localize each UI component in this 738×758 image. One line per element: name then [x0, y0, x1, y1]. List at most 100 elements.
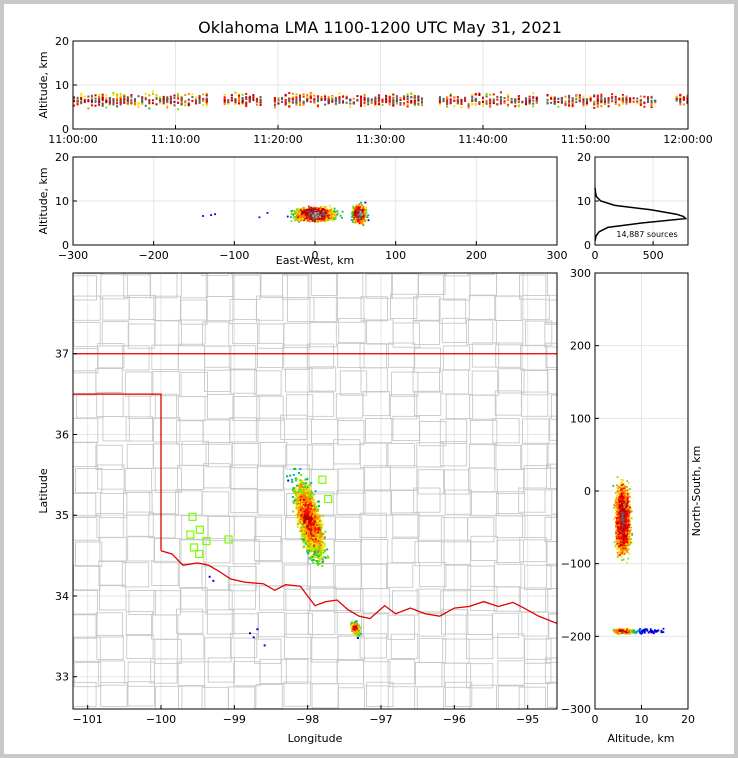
county-outline — [545, 637, 557, 663]
source-point — [306, 98, 309, 101]
source-point — [324, 99, 327, 102]
source-point — [319, 208, 322, 210]
source-point — [571, 97, 574, 100]
source-point — [326, 209, 328, 212]
source-point — [319, 211, 322, 214]
source-point — [116, 99, 119, 102]
source-point — [517, 98, 520, 101]
source-point — [300, 213, 303, 216]
x-tick-label: 0 — [312, 249, 319, 262]
source-point — [187, 98, 190, 101]
source-point — [532, 96, 535, 99]
source-point — [351, 216, 353, 218]
source-point — [449, 94, 452, 97]
source-point — [352, 211, 355, 214]
source-point — [557, 100, 560, 103]
time-height-panel: 11:00:00 11:10:00 11:20:00 11:30:00 11:40:00… — [37, 35, 713, 146]
source-point — [317, 500, 320, 503]
source-point — [266, 212, 269, 214]
source-point — [319, 210, 322, 212]
source-point — [489, 103, 492, 106]
source-point — [568, 96, 571, 99]
source-point — [301, 210, 304, 213]
source-point — [299, 214, 302, 217]
source-point — [499, 98, 502, 101]
source-point — [582, 100, 585, 103]
source-point — [349, 105, 352, 108]
county-outline — [337, 420, 365, 446]
source-point — [151, 99, 154, 102]
county-outline — [126, 443, 155, 469]
source-point — [313, 214, 316, 217]
source-point — [105, 97, 108, 100]
source-point — [319, 219, 322, 222]
source-point — [399, 101, 402, 104]
source-point — [532, 92, 535, 95]
county-outline — [181, 273, 209, 274]
county-outline — [75, 273, 104, 275]
source-point — [76, 98, 79, 101]
source-point — [306, 213, 308, 216]
source-point — [162, 98, 165, 101]
source-point — [478, 92, 481, 95]
source-point — [456, 103, 459, 106]
source-point — [621, 94, 624, 97]
source-point — [446, 97, 449, 100]
source-point — [327, 101, 330, 104]
source-point — [227, 99, 230, 102]
time-height-sources — [73, 90, 689, 111]
source-point — [308, 488, 311, 491]
source-point — [377, 96, 380, 99]
source-point — [293, 219, 296, 222]
y-tick-label: 0 — [584, 239, 591, 252]
source-point — [241, 98, 244, 101]
county-outline — [127, 323, 156, 349]
source-point — [417, 102, 420, 105]
source-point — [359, 216, 362, 219]
source-point — [298, 215, 301, 218]
source-point — [80, 96, 83, 99]
source-point — [560, 96, 563, 99]
source-point — [560, 101, 563, 104]
source-point — [296, 214, 299, 217]
source-point — [311, 559, 314, 562]
county-outline — [73, 492, 97, 519]
source-point — [177, 108, 180, 111]
source-point — [489, 98, 492, 101]
ew-altitude-ylabel: Altitude, km — [37, 167, 50, 234]
source-point — [187, 103, 190, 106]
source-point — [305, 219, 307, 222]
county-outline — [310, 273, 338, 275]
source-point — [362, 219, 365, 222]
source-point — [295, 218, 298, 220]
source-point — [87, 107, 90, 110]
source-point — [535, 98, 538, 101]
source-point — [315, 215, 318, 218]
source-point — [399, 99, 402, 102]
x-tick-label: 12:00:00 — [663, 133, 712, 146]
source-point — [101, 93, 104, 96]
source-point — [87, 100, 90, 103]
source-point — [449, 98, 452, 101]
source-point — [321, 217, 324, 220]
county-outline — [521, 370, 549, 396]
county-outline — [256, 464, 285, 490]
source-point — [349, 99, 352, 102]
county-outline — [546, 563, 557, 589]
source-point — [325, 210, 327, 213]
source-point — [575, 98, 578, 101]
county-outline — [154, 538, 182, 564]
county-outline — [207, 657, 236, 683]
source-point — [76, 103, 79, 106]
source-point — [589, 99, 592, 102]
source-point — [87, 95, 90, 98]
county-outline — [364, 418, 393, 444]
source-point — [302, 535, 305, 538]
source-point — [675, 99, 678, 102]
county-outline — [100, 274, 128, 300]
source-point — [295, 93, 298, 96]
source-point — [291, 97, 294, 100]
source-point — [532, 99, 535, 102]
county-outline — [256, 395, 284, 421]
source-point — [351, 213, 354, 216]
